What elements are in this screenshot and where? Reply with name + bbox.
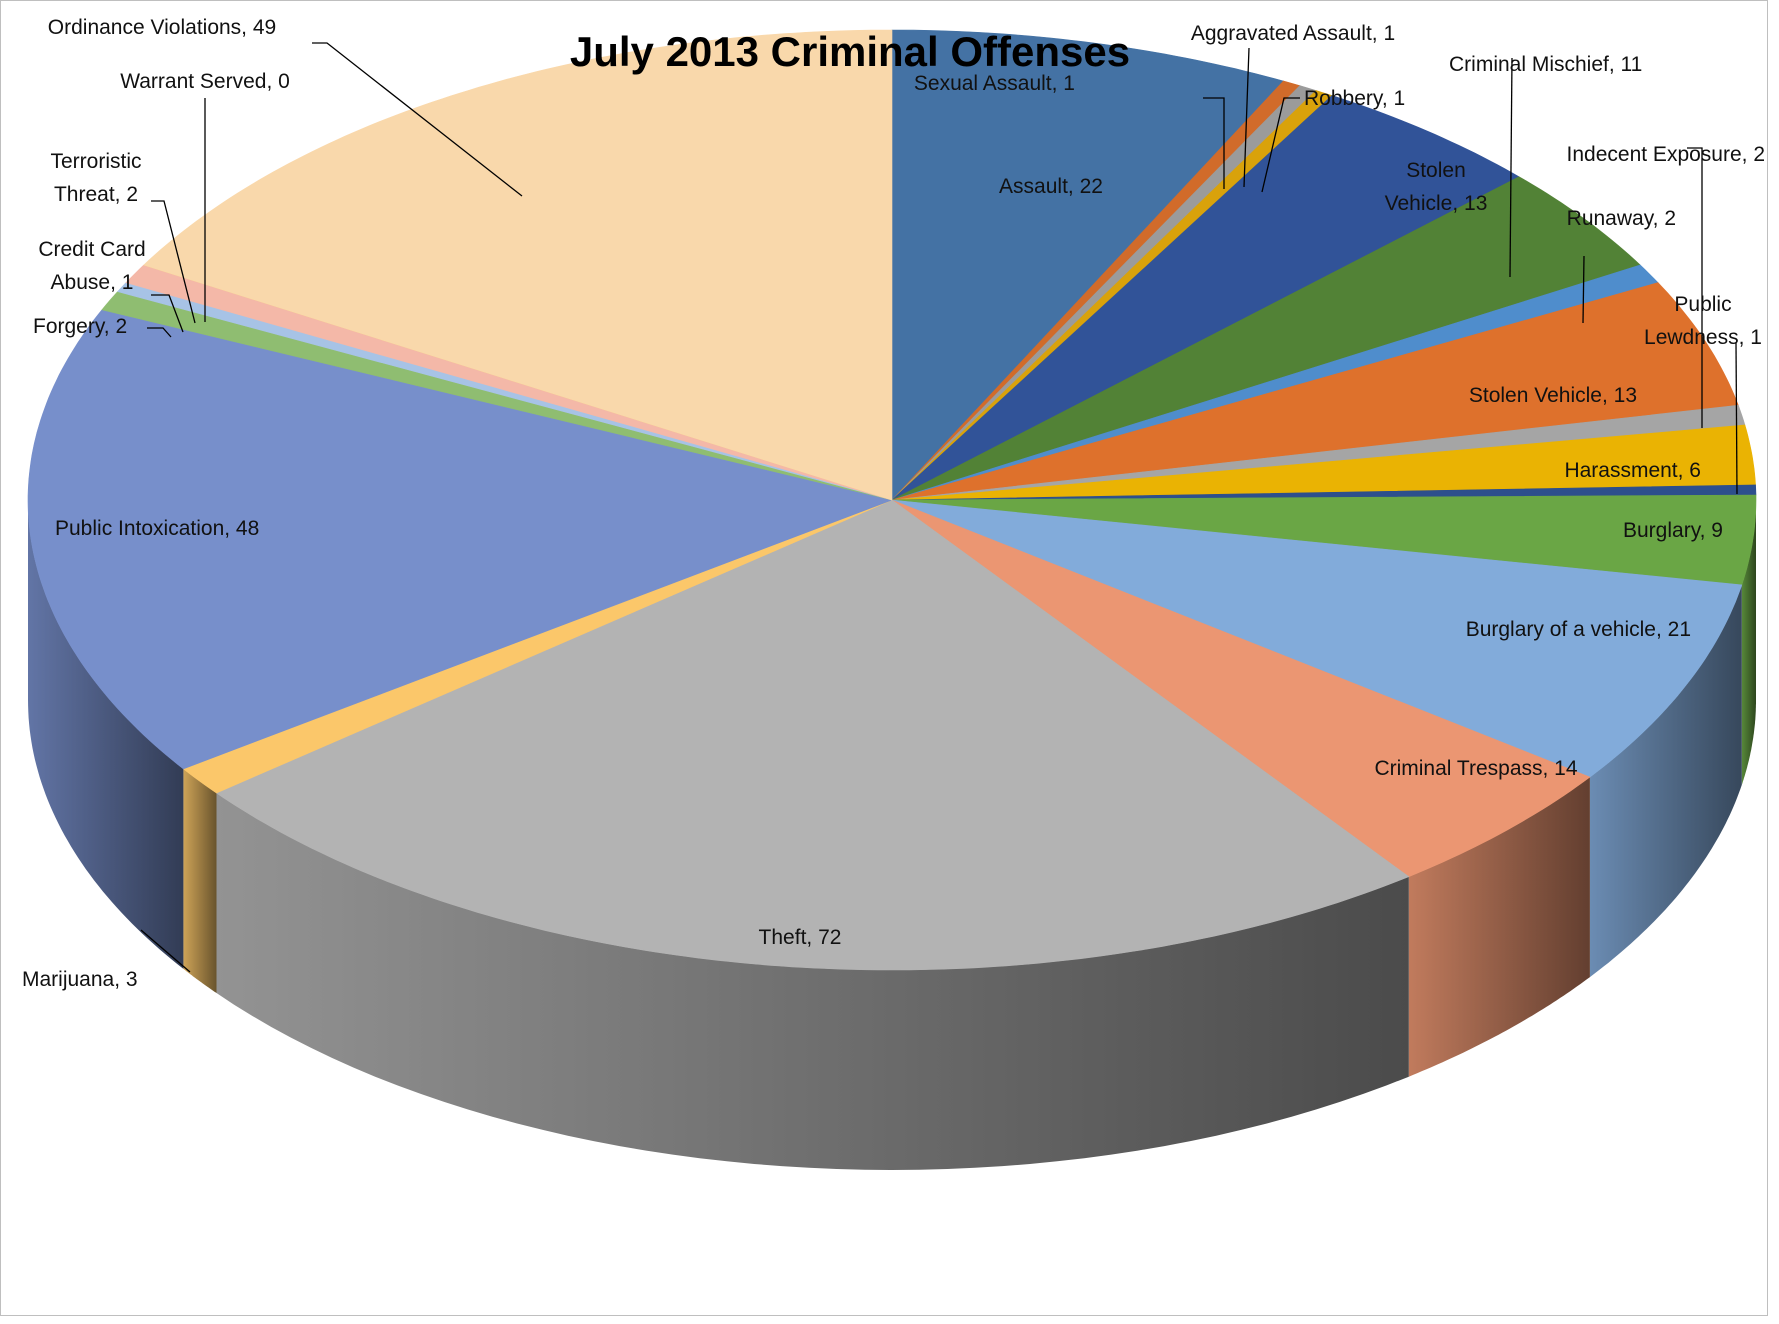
- slice-17-public-intoxication-side: [28, 500, 184, 969]
- data-label-slice-13-burglary-of-a-vehicle: Burglary of a vehicle, 21: [1466, 618, 1691, 641]
- leader-line-slice-6-criminal-mischief: [1509, 57, 1513, 278]
- leader-line-slice-11-public-lewdness: [1735, 342, 1738, 495]
- slice-10-harassment: [891, 424, 1756, 501]
- data-label-slice-10-harassment: Harassment, 6: [1564, 459, 1701, 482]
- pie-top-faces: [27, 29, 1757, 971]
- leader-line-slice-9-indecent-exposure: [1687, 147, 1703, 428]
- leader-line-slice-20-terroristic-threat: [151, 200, 196, 324]
- data-label-slice-22-ordinance-violations: Ordinance Violations, 49: [48, 16, 276, 39]
- data-label-slice-17-public-intoxication: Public Intoxication, 48: [55, 517, 259, 540]
- data-label-slice-20-terroristic-threat: Terroristic Threat, 2: [50, 150, 141, 206]
- leader-line-slice-2-sexual-assault: [1203, 97, 1225, 189]
- data-label-slice-1-assault: Assault, 22: [999, 175, 1103, 198]
- pie-side-walls: [28, 500, 1756, 1170]
- slice-16-marijuana-side: [183, 768, 217, 993]
- slice-16-marijuana: [182, 499, 893, 794]
- data-label-slice-7-runaway: Runaway, 2: [1567, 207, 1676, 230]
- leader-line-slice-18-forgery: [147, 327, 172, 338]
- leader-line-slice-22-ordinance-violations: [312, 42, 523, 197]
- slice-1-assault: [891, 29, 1284, 501]
- slice-13-burglary-of-a-vehicle: [891, 499, 1743, 778]
- slice-6-criminal-mischief: [891, 176, 1641, 501]
- data-label-slice-8-stolen-vehicle: Stolen Vehicle, 13: [1469, 384, 1637, 407]
- slice-8-stolen-vehicle: [891, 282, 1739, 501]
- slice-5-stolen-vehicle: [891, 95, 1520, 501]
- leader-line-slice-4-robbery: [1261, 97, 1300, 193]
- data-label-slice-16-marijuana: Marijuana, 3: [22, 968, 138, 991]
- slice-13-burglary-of-a-vehicle-side: [1589, 584, 1742, 978]
- data-label-slice-14-criminal-trespass: Criminal Trespass, 14: [1374, 757, 1577, 780]
- leader-line-slice-19-credit-card-abuse: [151, 294, 184, 333]
- slice-22-ordinance-violations: [143, 29, 893, 501]
- data-label-slice-6-criminal-mischief: Criminal Mischief, 11: [1449, 53, 1642, 76]
- data-label-slice-9-indecent-exposure: Indecent Exposure, 2: [1567, 143, 1765, 166]
- data-label-slice-19-credit-card-abuse: Credit Card Abuse, 1: [38, 238, 145, 294]
- slice-15-theft-side: [216, 793, 1409, 1170]
- label-leader-lines: [140, 42, 1738, 973]
- slice-12-burglary: [891, 494, 1757, 586]
- data-label-slice-12-burglary: Burglary, 9: [1623, 519, 1723, 542]
- slice-14-criminal-trespass-side: [1408, 777, 1590, 1077]
- slice-14-criminal-trespass: [891, 499, 1591, 878]
- data-label-slice-18-forgery: Forgery, 2: [33, 315, 127, 338]
- chart-title: July 2013 Criminal Offenses: [569, 28, 1131, 75]
- data-labels: Assault, 22 Sexual Assault, 1 Aggravated A…: [22, 16, 1765, 991]
- data-label-slice-4-robbery: Robbery, 1: [1304, 87, 1405, 110]
- data-label-slice-3-aggravated-assault: Aggravated Assault, 1: [1191, 22, 1395, 45]
- data-label-slice-15-theft: Theft, 72: [759, 926, 842, 949]
- leader-line-slice-16-marijuana: [140, 929, 191, 973]
- leader-line-slice-7-runaway: [1582, 255, 1585, 324]
- data-label-slice-21-warrant-served: Warrant Served, 0: [120, 70, 290, 93]
- data-label-slice-11-public-lewdness: Public Lewdness, 1: [1644, 293, 1762, 349]
- slice-12-burglary-side: [1741, 500, 1756, 785]
- data-label-slice-2-sexual-assault: Sexual Assault, 1: [914, 72, 1075, 95]
- leader-line-slice-3-aggravated-assault: [1243, 47, 1250, 188]
- data-label-slice-5-stolen-vehicle: Stolen Vehicle, 13: [1385, 159, 1488, 215]
- slice-15-theft: [215, 499, 1410, 971]
- slice-17-public-intoxication: [27, 309, 894, 770]
